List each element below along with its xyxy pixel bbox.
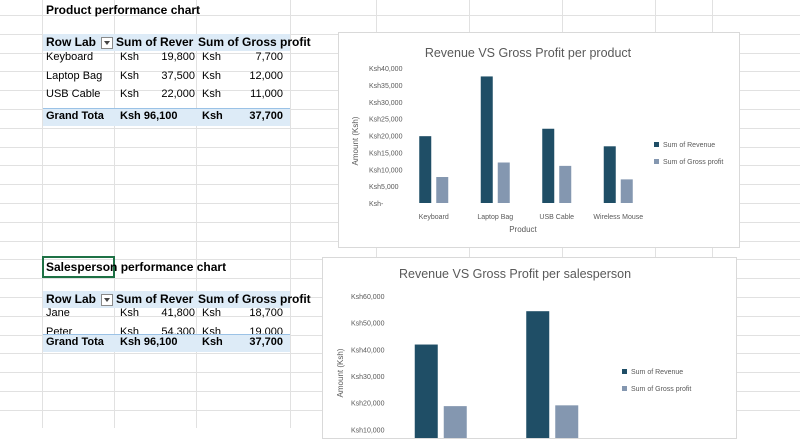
bar-revenue: [603, 146, 616, 203]
bar-revenue: [542, 128, 555, 203]
salesperson-grand-total-row: [43, 334, 290, 352]
bar-gross-profit: [443, 406, 467, 443]
salesperson-total-gp-currency[interactable]: Ksh: [202, 336, 223, 348]
y-tick-label: Ksh10,000: [351, 427, 385, 434]
y-tick-label: Ksh35,000: [369, 83, 403, 90]
chart-title: Revenue VS Gross Profit per salesperson: [399, 267, 631, 281]
product-revenue-currency[interactable]: Ksh: [120, 69, 139, 82]
product-gp-currency[interactable]: Ksh: [202, 51, 221, 63]
y-axis-label: Amount (Ksh): [336, 348, 345, 397]
product-revenue-currency[interactable]: Ksh: [120, 51, 139, 63]
salesperson-total-label[interactable]: Grand Tota: [46, 336, 104, 348]
product-chart[interactable]: Revenue VS Gross Profit per product Ksh- K…: [338, 32, 740, 248]
y-axis-label: Amount (Ksh): [351, 116, 360, 165]
product-section-title: Product performance chart: [46, 3, 201, 17]
y-tick-label: Ksh-: [369, 201, 384, 208]
salesperson-total-gross-profit[interactable]: 37,700: [249, 336, 283, 348]
filter-dropdown-icon[interactable]: [101, 294, 113, 306]
chart-title: Revenue VS Gross Profit per product: [425, 46, 632, 60]
salesperson-row-label[interactable]: Jane: [46, 307, 70, 319]
salesperson-revenue-currency[interactable]: Ksh: [120, 307, 139, 319]
x-tick-label: Keyboard: [419, 214, 449, 221]
salesperson-gp-currency[interactable]: Ksh: [202, 307, 221, 319]
salesperson-total-revenue[interactable]: Ksh 96,100: [120, 336, 178, 348]
product-total-gp-currency[interactable]: Ksh: [202, 110, 223, 122]
legend-entry: Sum of Revenue: [631, 369, 683, 376]
product-revenue-value[interactable]: 22,000: [161, 88, 195, 101]
product-header-row-labels[interactable]: Row Lab: [46, 35, 96, 49]
legend-swatch: [622, 369, 627, 374]
x-tick-label: Wireless Mouse: [593, 214, 643, 221]
bar-revenue: [480, 76, 493, 203]
y-tick-label: Ksh50,000: [351, 321, 385, 328]
legend-entry: Sum of Gross profit: [631, 386, 691, 393]
salesperson-revenue-value[interactable]: 41,800: [161, 307, 195, 319]
salesperson-header-row-labels[interactable]: Row Lab: [46, 292, 96, 306]
salesperson-section-title: Salesperson performance chart: [46, 260, 226, 274]
filter-dropdown-icon[interactable]: [101, 37, 113, 49]
product-header-revenue[interactable]: Sum of Rever: [116, 35, 194, 49]
y-tick-label: Ksh25,000: [369, 117, 403, 124]
product-row-label[interactable]: Laptop Bag: [46, 69, 103, 82]
product-revenue-value[interactable]: 37,500: [161, 69, 195, 82]
salesperson-header-revenue[interactable]: Sum of Rever: [116, 292, 194, 306]
y-tick-label: Ksh40,000: [351, 347, 385, 354]
salesperson-title-part1: Salesperso: [46, 260, 111, 274]
product-revenue-value[interactable]: 19,800: [161, 51, 195, 63]
legend-swatch: [654, 142, 659, 147]
bar-gross-profit: [497, 162, 510, 203]
product-gp-currency[interactable]: Ksh: [202, 69, 221, 82]
product-row-label[interactable]: Keyboard: [46, 51, 94, 63]
salesperson-header-gross-profit[interactable]: Sum of Gross profit: [198, 292, 311, 306]
product-total-revenue[interactable]: Ksh 96,100: [120, 110, 178, 122]
product-gross-profit-value[interactable]: 12,000: [249, 69, 283, 82]
x-tick-label: Laptop Bag: [477, 214, 513, 221]
y-tick-label: Ksh5,000: [369, 184, 399, 191]
bar-gross-profit: [555, 405, 579, 443]
product-gross-profit-value[interactable]: 7,700: [255, 51, 283, 63]
bar-revenue: [414, 344, 438, 443]
selected-cell[interactable]: [42, 256, 115, 278]
bar-revenue: [526, 311, 550, 443]
bar-gross-profit: [620, 179, 633, 203]
y-tick-label: Ksh20,000: [369, 134, 403, 141]
y-tick-label: Ksh20,000: [351, 401, 385, 408]
bar-revenue: [419, 136, 432, 203]
salesperson-title-part2: n performance chart: [110, 260, 227, 274]
product-total-label[interactable]: Grand Tota: [46, 110, 104, 122]
product-row-label[interactable]: USB Cable: [46, 88, 101, 101]
legend-swatch: [654, 159, 659, 164]
salesperson-gross-profit-value[interactable]: 18,700: [249, 307, 283, 319]
legend-entry: Sum of Revenue: [663, 142, 715, 149]
y-tick-label: Ksh60,000: [351, 294, 385, 301]
legend-swatch: [622, 386, 627, 391]
y-tick-label: Ksh30,000: [369, 100, 403, 107]
bar-gross-profit: [436, 177, 449, 203]
y-tick-label: Ksh10,000: [369, 167, 403, 174]
y-tick-label: Ksh15,000: [369, 150, 403, 157]
product-revenue-currency[interactable]: Ksh: [120, 88, 139, 101]
salesperson-chart[interactable]: Revenue VS Gross Profit per salesperson K…: [322, 257, 737, 443]
product-gross-profit-value[interactable]: 11,000: [250, 88, 283, 101]
product-total-gross-profit[interactable]: 37,700: [249, 110, 283, 122]
bar-gross-profit: [559, 165, 572, 203]
legend-entry: Sum of Gross profit: [663, 159, 723, 166]
product-header-gross-profit[interactable]: Sum of Gross profit: [198, 35, 311, 49]
product-gp-currency[interactable]: Ksh: [202, 88, 221, 101]
x-tick-label: USB Cable: [539, 214, 574, 221]
product-grand-total-row: [43, 108, 290, 126]
y-tick-label: Ksh40,000: [369, 66, 403, 73]
y-tick-label: Ksh30,000: [351, 374, 385, 381]
x-axis-label: Product: [509, 225, 537, 234]
